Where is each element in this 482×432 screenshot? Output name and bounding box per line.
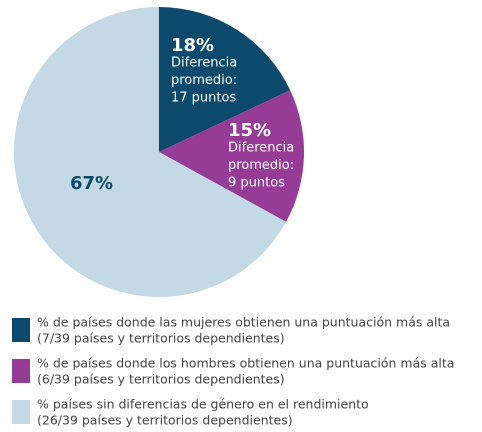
slice-note: Diferencia <box>171 56 237 71</box>
legend-label: % países sin diferencias de género en el… <box>37 397 369 412</box>
slice-label: 67% <box>70 173 113 194</box>
slice-label: 15% <box>228 120 271 141</box>
pie-slice <box>159 7 291 152</box>
slice-note: promedio: <box>228 158 294 173</box>
slice-note: 17 puntos <box>171 91 236 106</box>
pie-slice <box>159 90 304 222</box>
legend-swatch <box>12 400 30 424</box>
legend-detail: (7/39 países y territorios dependientes) <box>37 331 285 346</box>
slice-note: 9 puntos <box>228 176 285 191</box>
slice-label: 18% <box>171 35 214 56</box>
legend-label: % de países donde las mujeres obtienen u… <box>37 315 450 330</box>
legend-detail: (26/39 países y territorios dependientes… <box>37 413 293 428</box>
legend-swatch <box>12 359 30 383</box>
legend-detail: (6/39 países y territorios dependientes) <box>37 372 285 387</box>
legend-label: % de países donde los hombres obtienen u… <box>37 356 454 371</box>
legend-swatch <box>12 318 30 342</box>
slice-note: promedio: <box>171 73 237 88</box>
pie-slice <box>14 6 287 297</box>
slice-note: Diferencia <box>228 141 294 156</box>
